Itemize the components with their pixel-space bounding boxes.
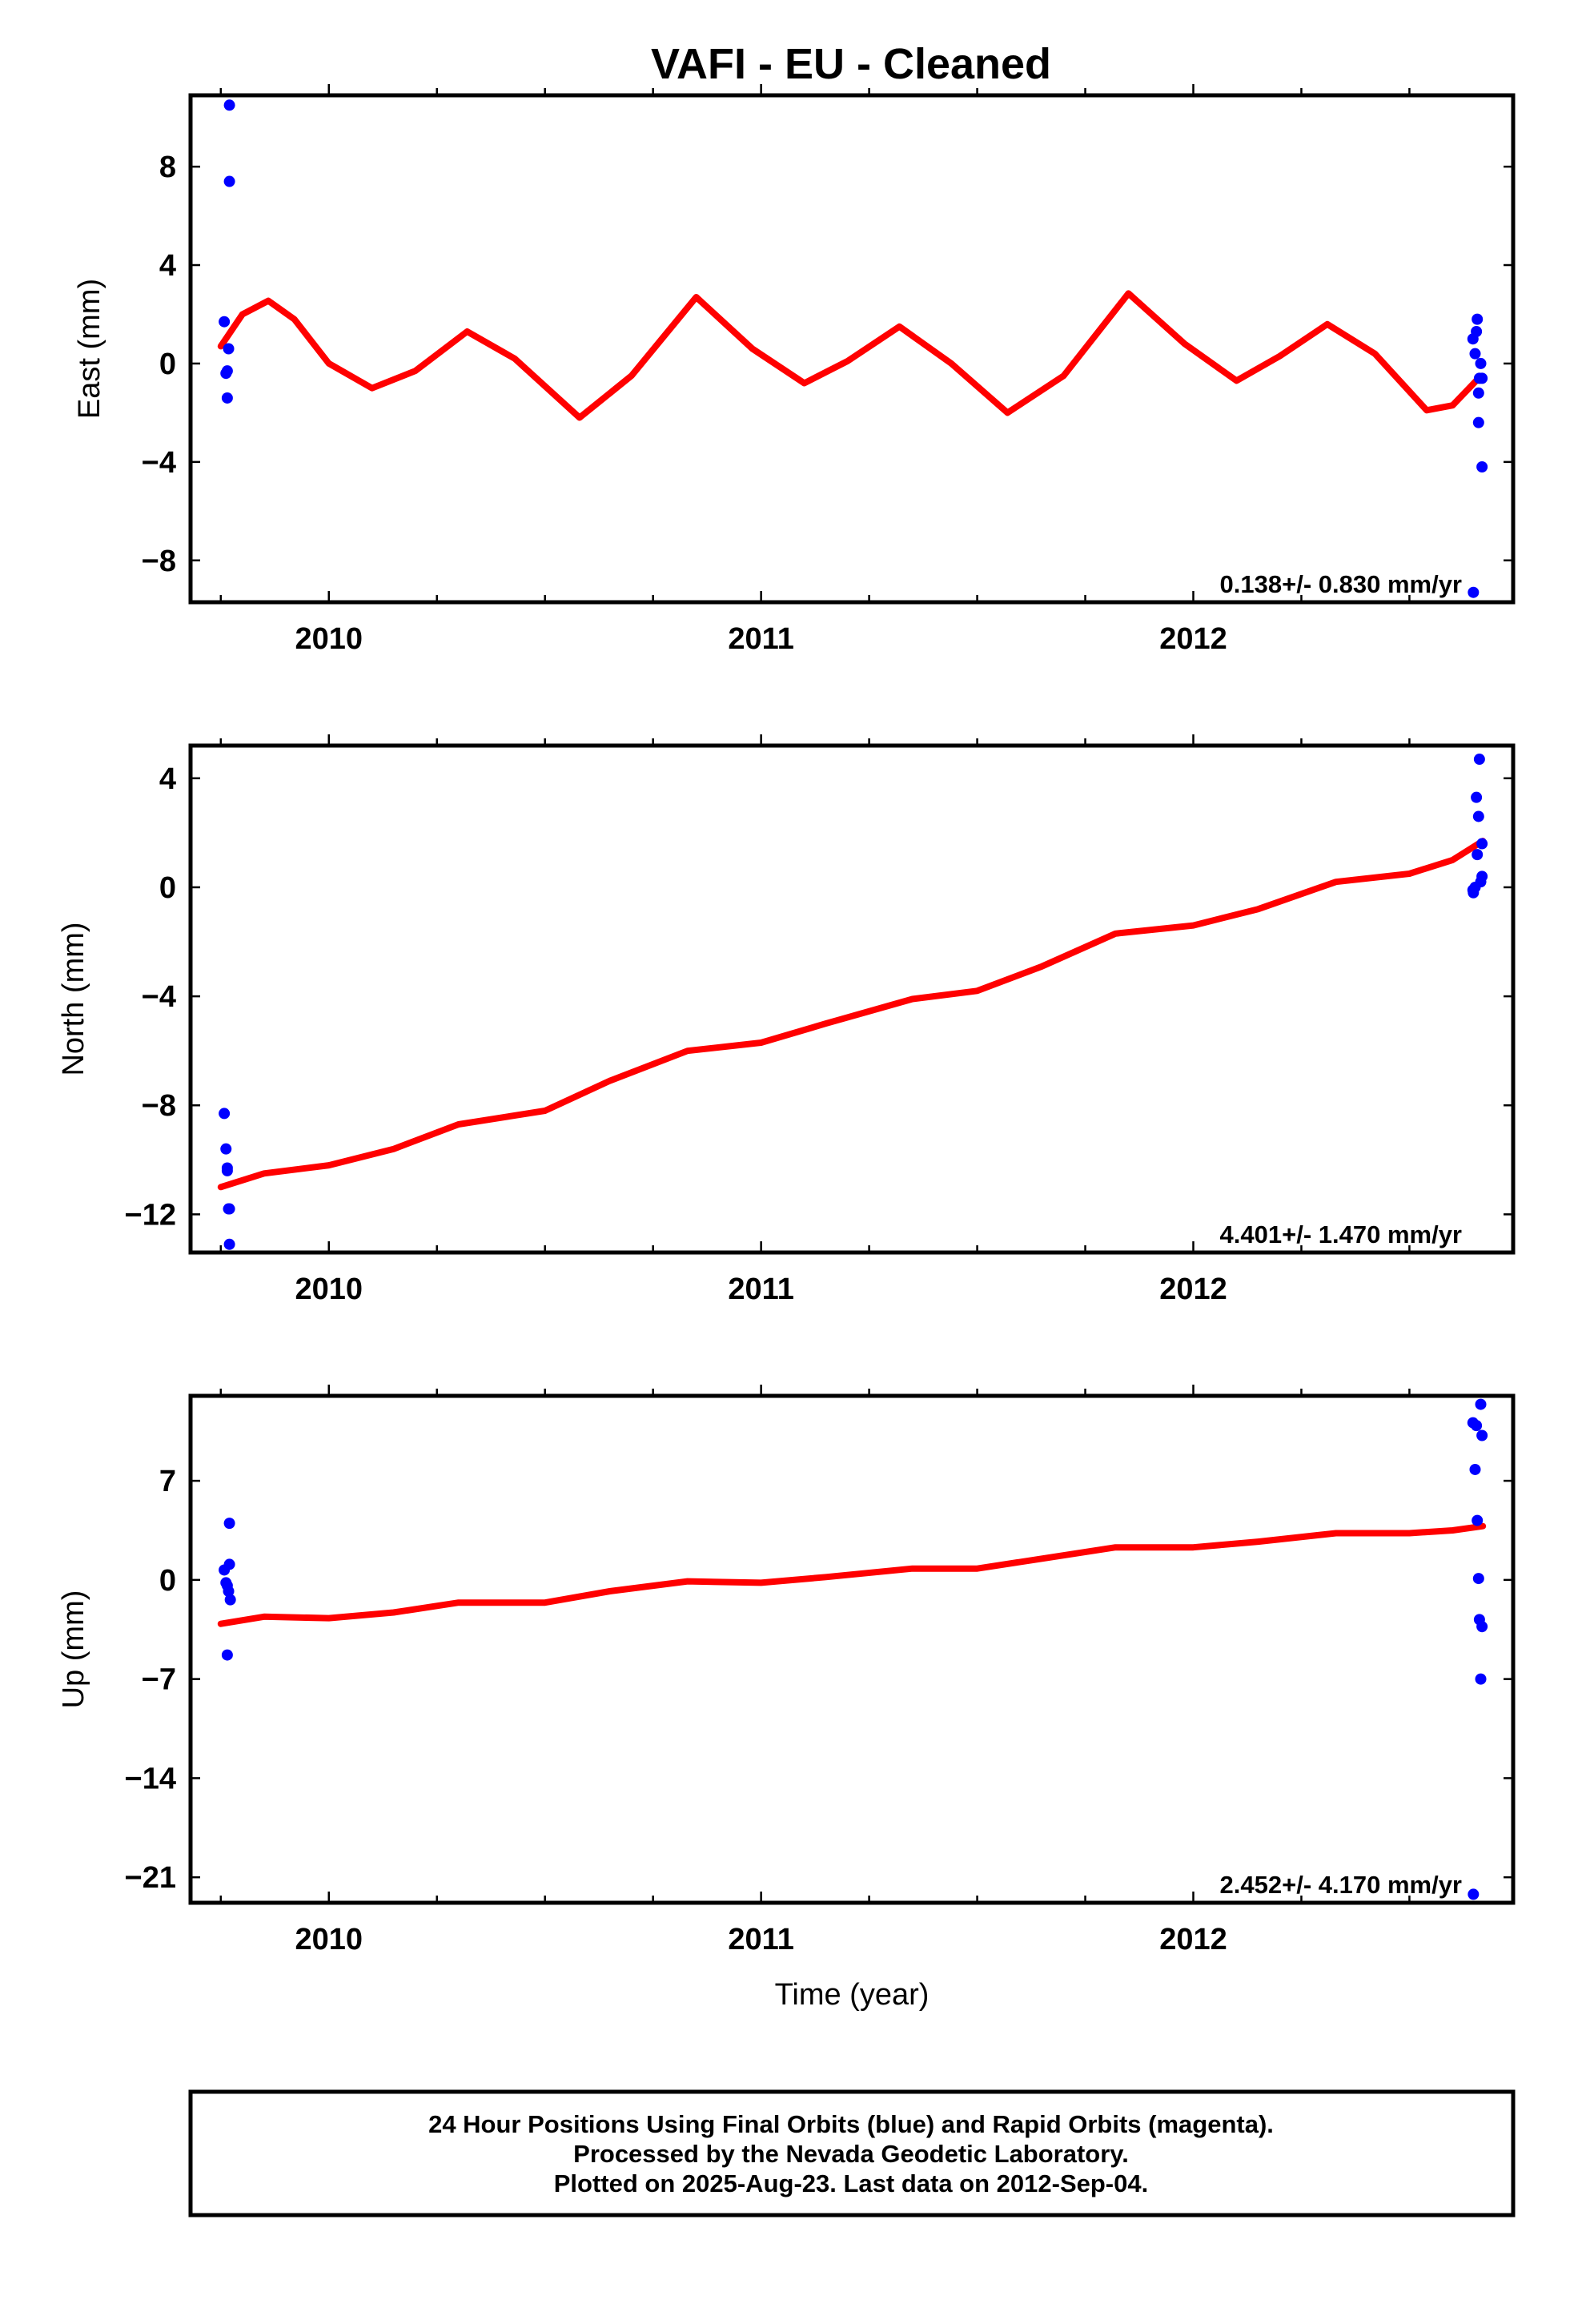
data-point (221, 1164, 233, 1176)
y-tick-label: −4 (142, 980, 176, 1014)
data-point (1472, 810, 1484, 822)
x-tick-label: 2010 (295, 622, 363, 656)
data-point (1469, 348, 1481, 360)
y-tick-label: 4 (159, 762, 176, 796)
data-point (1475, 1398, 1487, 1410)
velocity-label: 0.138+/- 0.830 mm/yr (1220, 570, 1462, 598)
footer-box: 24 Hour Positions Using Final Orbits (bl… (188, 2089, 1516, 2217)
x-tick-label: 2010 (295, 1923, 363, 1956)
data-point (223, 175, 235, 187)
data-point (1471, 791, 1483, 803)
x-axis-label: Time (year) (775, 1978, 930, 2012)
plot-frame (188, 93, 1516, 605)
y-tick-label: −21 (125, 1861, 176, 1895)
up-panel: 2010 2011 2012 7 0 −7 −14 −21 Up (mm) Time (year)… (57, 1385, 1516, 2012)
velocity-label: 4.401+/- 1.470 mm/yr (1220, 1220, 1462, 1248)
data-point (1472, 1514, 1484, 1526)
y-tick-label: −8 (142, 545, 176, 578)
x-tick-label: 2012 (1159, 622, 1227, 656)
data-point (1475, 357, 1487, 369)
data-point (1476, 460, 1488, 472)
data-point (219, 316, 231, 328)
y-axis-label: North (mm) (57, 922, 90, 1076)
y-tick-label: −14 (125, 1762, 176, 1795)
data-point (1468, 586, 1480, 598)
chart-title: VAFI - EU - Cleaned (651, 40, 1051, 88)
data-point (1476, 870, 1488, 883)
data-point (1472, 416, 1484, 428)
fit-line (217, 1522, 1487, 1627)
x-tick-label: 2011 (728, 1923, 793, 1956)
data-point (221, 392, 233, 404)
y-tick-label: 8 (159, 151, 176, 184)
y-tick-label: −4 (142, 446, 176, 480)
data-point (1468, 1888, 1480, 1900)
data-point (1476, 1429, 1488, 1441)
data-point (1472, 1573, 1484, 1585)
data-point (220, 1143, 232, 1155)
data-point (1471, 1420, 1483, 1432)
y-axis-label: Up (mm) (57, 1590, 90, 1709)
footer-line-3: Plotted on 2025-Aug-23. Last data on 201… (554, 2169, 1148, 2197)
east-panel: 2010 2011 2012 8 4 0 −4 −8 East (mm) 0.138+/- 0.8… (73, 84, 1516, 656)
data-point (219, 1108, 231, 1120)
y-tick-label: 0 (159, 1564, 176, 1598)
data-point (223, 343, 235, 355)
plot-frame (188, 743, 1516, 1255)
data-point (224, 1594, 236, 1606)
data-point (223, 1238, 235, 1250)
data-point (1472, 849, 1484, 861)
y-tick-label: 0 (159, 348, 176, 381)
y-tick-label: −7 (142, 1663, 176, 1697)
footer-line-2: Processed by the Nevada Geodetic Laborat… (573, 2140, 1129, 2168)
data-point (1473, 754, 1485, 766)
fit-line (217, 838, 1487, 1191)
data-point (223, 1558, 235, 1570)
north-panel: 2010 2011 2012 4 0 −4 −8 −12 North (mm) 4.401+/- … (57, 734, 1516, 1306)
fit-line (217, 290, 1482, 421)
x-tick-label: 2012 (1159, 1923, 1227, 1956)
data-point (1469, 1463, 1481, 1475)
data-point (221, 1649, 233, 1661)
data-point (223, 1203, 235, 1215)
data-point (1475, 1673, 1487, 1685)
data-point (223, 1518, 235, 1530)
y-tick-label: 4 (159, 249, 176, 283)
x-tick-label: 2012 (1159, 1273, 1227, 1306)
y-tick-label: −8 (142, 1089, 176, 1123)
data-point (1472, 387, 1484, 399)
data-point (1476, 1621, 1488, 1633)
x-tick-label: 2011 (728, 622, 793, 656)
x-tick-label: 2010 (295, 1273, 363, 1306)
data-point (1476, 372, 1488, 384)
data-point (1468, 887, 1480, 899)
plot-frame (188, 1393, 1516, 1905)
data-point (221, 365, 233, 377)
data-point (223, 1586, 235, 1598)
velocity-label: 2.452+/- 4.170 mm/yr (1220, 1871, 1462, 1899)
footer-line-1: 24 Hour Positions Using Final Orbits (bl… (428, 2110, 1274, 2138)
y-axis-label: East (mm) (73, 279, 106, 419)
data-point (1476, 838, 1488, 850)
y-tick-label: 7 (159, 1465, 176, 1498)
data-point (1472, 313, 1484, 325)
y-tick-label: −12 (125, 1198, 176, 1232)
data-point (1471, 325, 1483, 337)
data-point (223, 99, 235, 111)
y-tick-label: 0 (159, 871, 176, 905)
x-tick-label: 2011 (728, 1273, 793, 1306)
